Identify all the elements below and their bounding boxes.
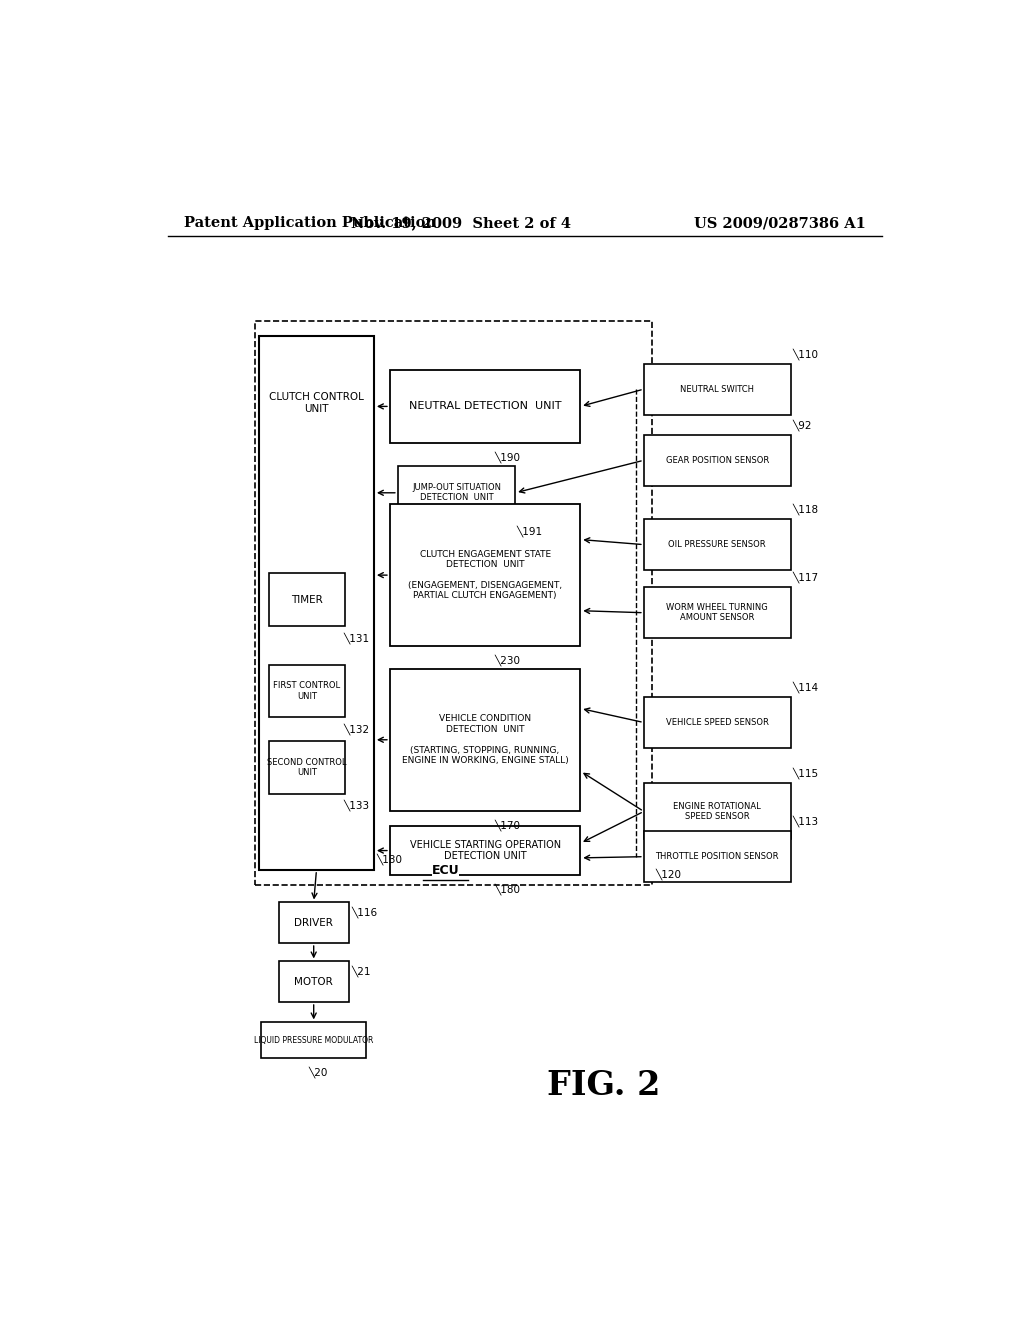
Text: VEHICLE STARTING OPERATION
DETECTION UNIT: VEHICLE STARTING OPERATION DETECTION UNI… [410,840,561,862]
Text: ╲20: ╲20 [308,1067,328,1077]
Bar [644,784,791,840]
Text: OIL PRESSURE SENSOR: OIL PRESSURE SENSOR [669,540,766,549]
Text: FIG. 2: FIG. 2 [548,1069,660,1102]
Text: ╲21: ╲21 [351,965,371,977]
Bar [269,573,345,626]
Bar [644,832,791,882]
Text: ╲116: ╲116 [351,906,377,917]
Bar [390,504,581,647]
Text: ╲110: ╲110 [793,348,818,359]
Text: JUMP-OUT SITUATION
DETECTION  UNIT: JUMP-OUT SITUATION DETECTION UNIT [412,483,501,503]
Text: ╲130: ╲130 [377,853,402,865]
Text: CLUTCH CONTROL
UNIT: CLUTCH CONTROL UNIT [269,392,364,413]
Text: NEUTRAL DETECTION  UNIT: NEUTRAL DETECTION UNIT [409,401,561,412]
Text: SECOND CONTROL
UNIT: SECOND CONTROL UNIT [267,758,347,777]
Bar [644,434,791,486]
Text: FIRST CONTROL
UNIT: FIRST CONTROL UNIT [273,681,341,701]
Bar [644,519,791,570]
Text: ╲230: ╲230 [495,655,520,667]
Text: ╲132: ╲132 [343,723,370,735]
Bar [390,669,581,810]
Text: ╲133: ╲133 [343,800,370,812]
Text: NEUTRAL SWITCH: NEUTRAL SWITCH [680,384,755,393]
Text: ╲190: ╲190 [495,451,520,463]
Text: Nov. 19, 2009  Sheet 2 of 4: Nov. 19, 2009 Sheet 2 of 4 [351,216,571,231]
Bar [279,961,348,1002]
Bar [644,587,791,638]
Bar [255,321,652,886]
Bar [279,903,348,942]
Text: Patent Application Publication: Patent Application Publication [183,216,435,231]
Text: ╲113: ╲113 [793,816,818,828]
Text: THROTTLE POSITION SENSOR: THROTTLE POSITION SENSOR [655,853,779,861]
Bar [390,826,581,875]
Text: US 2009/0287386 A1: US 2009/0287386 A1 [694,216,866,231]
Text: ECU: ECU [432,865,459,876]
Bar [261,1022,367,1057]
Text: MOTOR: MOTOR [294,977,333,986]
Text: ╲115: ╲115 [793,768,818,779]
Text: ╲92: ╲92 [793,420,812,430]
Text: TIMER: TIMER [291,594,323,605]
Text: ENGINE ROTATIONAL
SPEED SENSOR: ENGINE ROTATIONAL SPEED SENSOR [674,801,761,821]
Text: LIQUID PRESSURE MODULATOR: LIQUID PRESSURE MODULATOR [254,1036,374,1044]
Bar [269,664,345,718]
Bar [269,741,345,793]
Bar [390,370,581,444]
Bar [259,337,374,870]
Bar [644,697,791,748]
Text: VEHICLE CONDITION
DETECTION  UNIT

(STARTING, STOPPING, RUNNING,
ENGINE IN WORKI: VEHICLE CONDITION DETECTION UNIT (STARTI… [401,714,568,766]
Bar [397,466,515,519]
Text: VEHICLE SPEED SENSOR: VEHICLE SPEED SENSOR [666,718,769,727]
Text: ╲170: ╲170 [495,818,520,830]
Text: WORM WHEEL TURNING
AMOUNT SENSOR: WORM WHEEL TURNING AMOUNT SENSOR [667,603,768,623]
Text: ╲131: ╲131 [343,632,370,644]
Text: ╲114: ╲114 [793,681,818,693]
Bar [644,364,791,414]
Text: CLUTCH ENGAGEMENT STATE
DETECTION  UNIT

(ENGAGEMENT, DISENGAGEMENT,
PARTIAL CLU: CLUTCH ENGAGEMENT STATE DETECTION UNIT (… [408,550,562,601]
Text: ╲120: ╲120 [655,869,682,880]
Text: GEAR POSITION SENSOR: GEAR POSITION SENSOR [666,455,769,465]
Text: ╲180: ╲180 [495,883,520,895]
Text: ╲118: ╲118 [793,503,818,515]
Text: ╲117: ╲117 [793,572,818,583]
Text: ╲191: ╲191 [517,525,543,537]
Text: DRIVER: DRIVER [294,917,333,928]
